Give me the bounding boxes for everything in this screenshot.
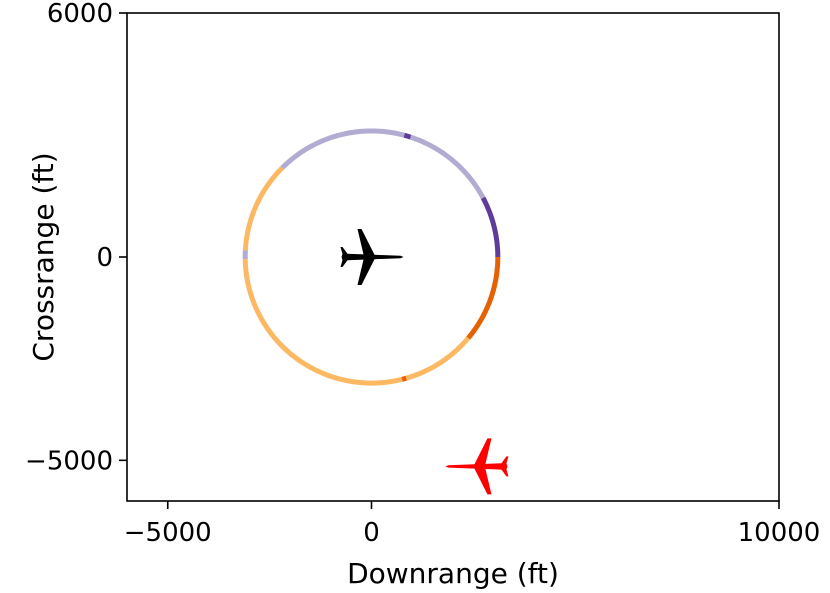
y-tick-label-2: −5000 (25, 446, 113, 476)
x-tick-label-2: 10000 (738, 518, 821, 548)
ring-segment-2 (403, 132, 412, 140)
x-axis-label: Downrange (ft) (347, 557, 559, 590)
ring-segment-6 (242, 259, 403, 386)
ring-segment-1 (409, 134, 486, 200)
ownship-aircraft-icon (340, 229, 404, 285)
y-axis-label: Crossrange (ft) (27, 152, 60, 361)
x-tick-label-1: 0 (363, 518, 380, 548)
y-tick-label-1: 0 (96, 243, 113, 273)
ring-segment-0 (480, 196, 501, 258)
y-tick-label-0: 6000 (47, 0, 113, 29)
ring-segment-7 (401, 375, 407, 382)
encounter-ring (242, 128, 501, 386)
ring-segment-3 (280, 128, 405, 170)
aircraft (340, 229, 509, 495)
plot-frame (126, 12, 780, 502)
intruder-aircraft-icon (445, 438, 509, 495)
ring-segment-8 (405, 336, 471, 381)
ring-segment-9 (466, 256, 501, 340)
axis-ticks: −5000 0 10000 6000 0 −5000 (25, 0, 820, 548)
x-tick-label-0: −5000 (124, 518, 212, 548)
ring-segment-4 (242, 166, 284, 251)
